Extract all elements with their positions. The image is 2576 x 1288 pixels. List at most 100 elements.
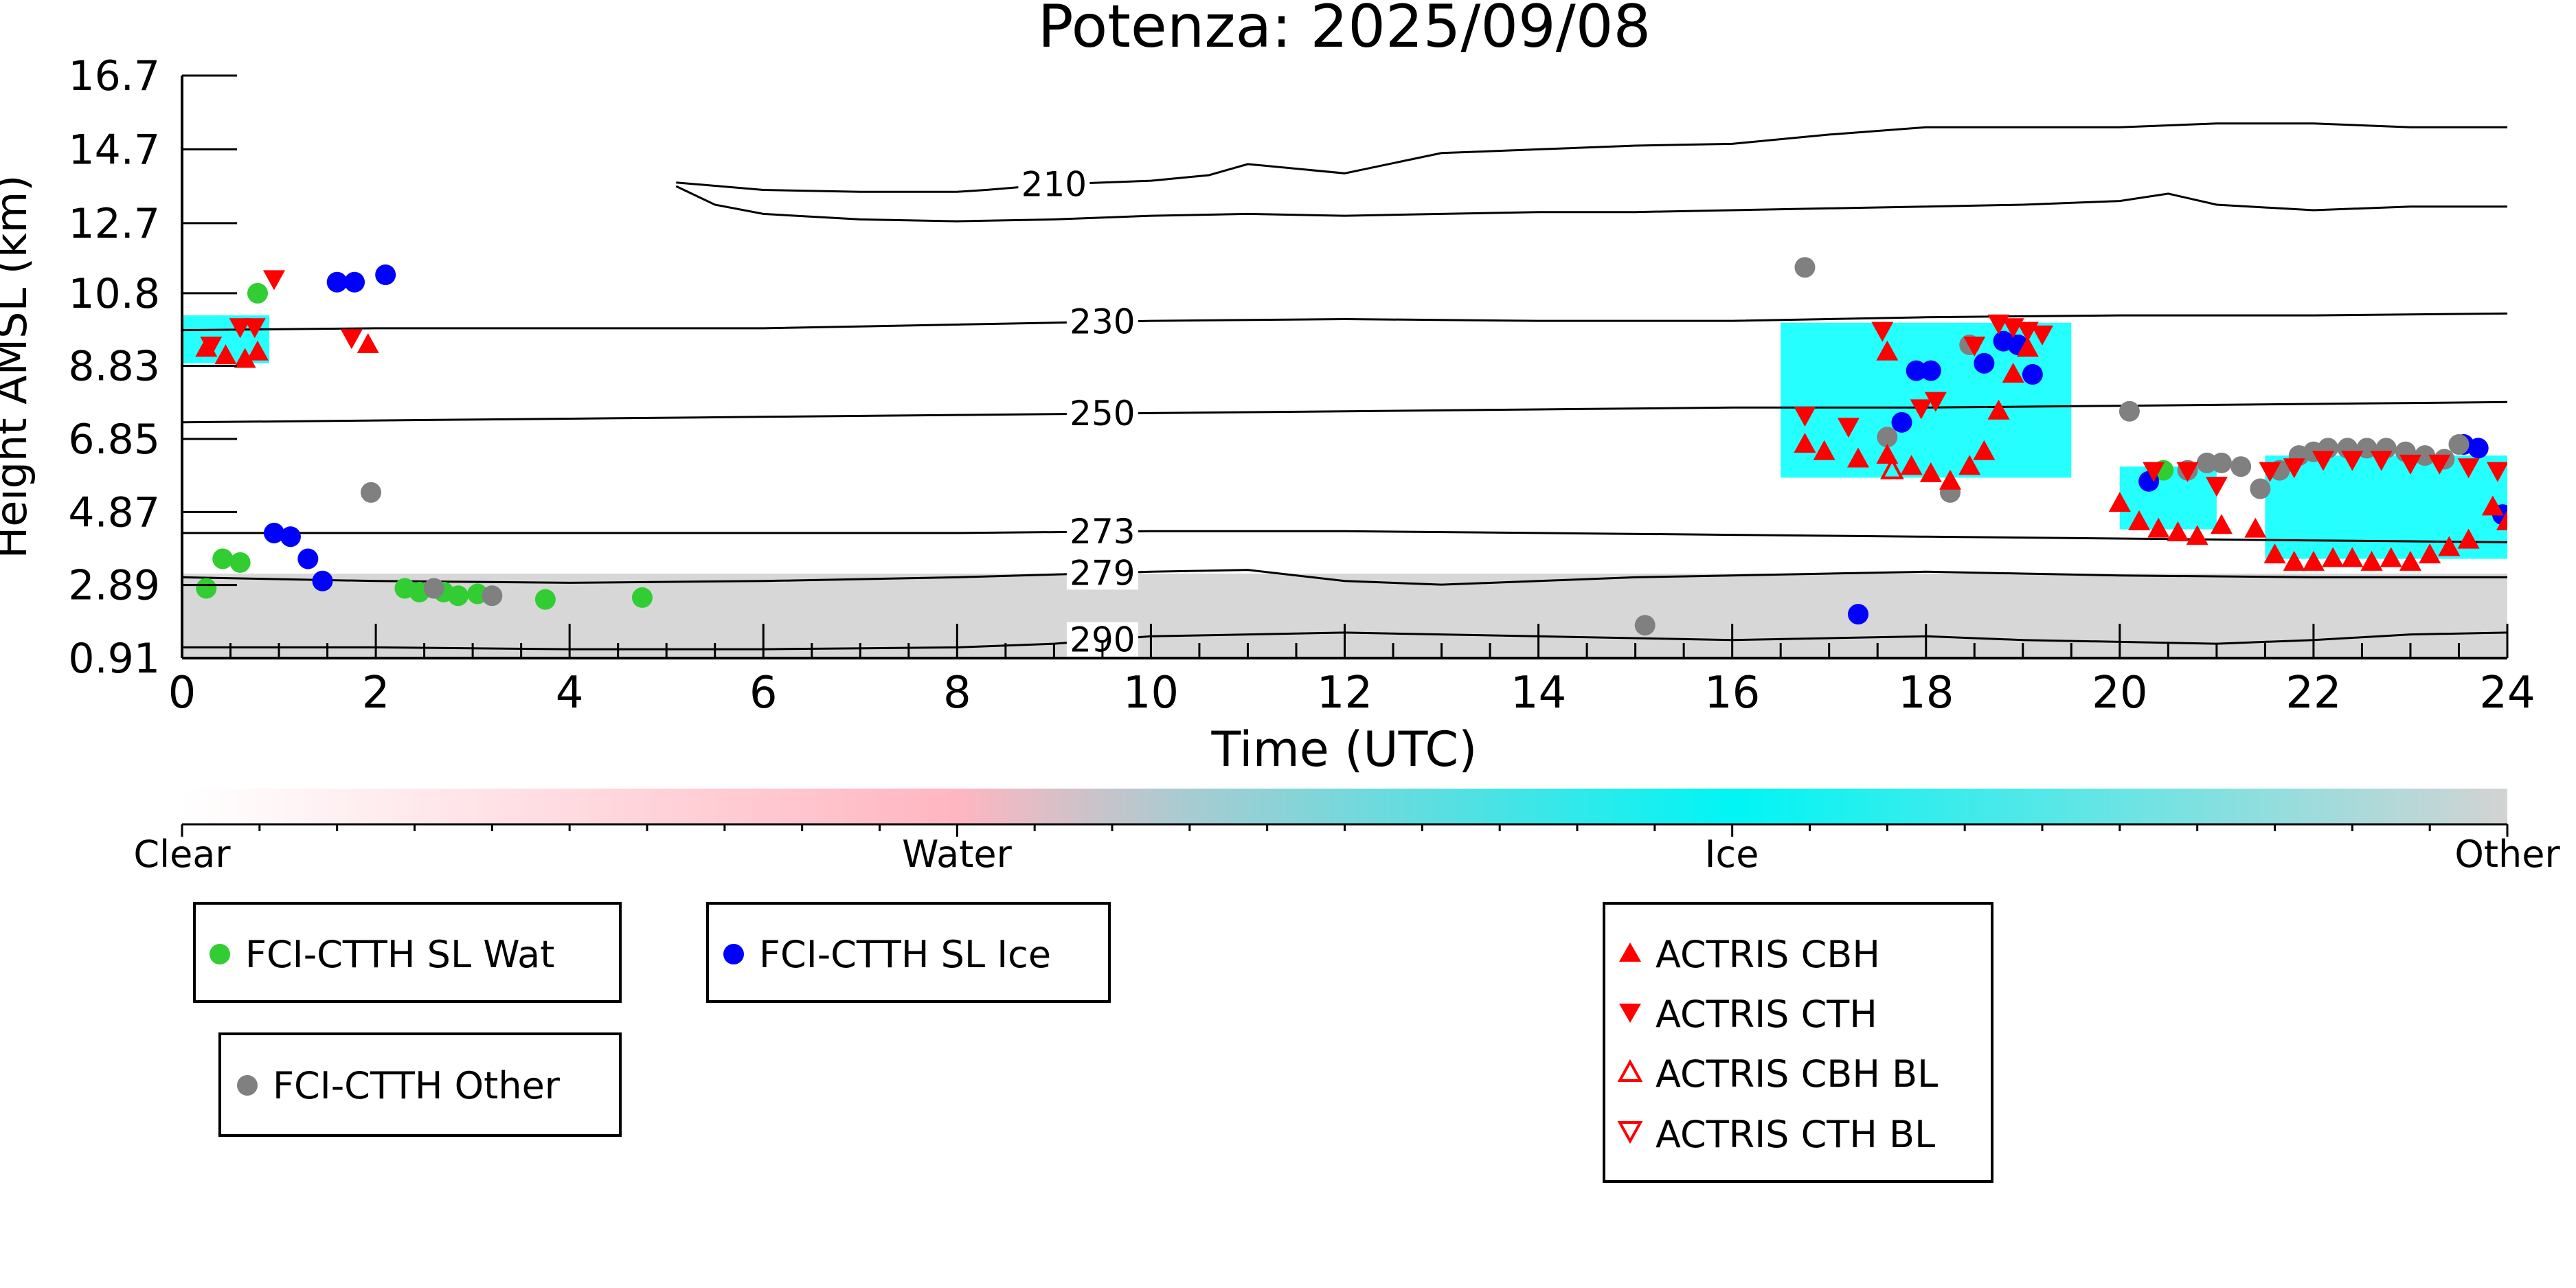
actris-cth-point-3 [262, 270, 285, 291]
actris-cth-point-2 [243, 318, 266, 339]
isotherm-label-210: 210 [1021, 164, 1087, 204]
fci-ctth-sl-ice-point-7 [1848, 604, 1869, 625]
actris-cth-point-24 [2428, 454, 2451, 475]
y-axis-label: Height AMSL (km) [0, 175, 36, 559]
actris-cth-point-6 [1837, 418, 1860, 438]
actris-cbh-point-37 [2496, 510, 2507, 530]
y-tick-label-16.7: 16.7 [68, 52, 160, 100]
actris-cbh-point-16 [2016, 337, 2039, 357]
legend-fci-sl-wat: FCI-CTTH SL Wat [193, 902, 622, 1003]
fci-ctth-sl-wat-point-10 [631, 587, 653, 608]
legend-actris: ACTRIS CBH ACTRIS CTH ACTRIS CBH BL ACTR… [1603, 902, 1993, 1183]
actris-cth-point-21 [2341, 451, 2364, 471]
y-tick-label-14.7: 14.7 [68, 126, 160, 174]
fci-ctth-sl-ice-point-1 [280, 526, 301, 547]
fci-ctth-other-point-12 [2230, 456, 2252, 477]
actris-cth-point-15 [2143, 462, 2165, 482]
actris-cth-point-19 [2283, 458, 2305, 479]
colorbar-label-water: Water [902, 833, 1012, 876]
fci-ctth-sl-ice-point-3 [312, 570, 333, 591]
actris-cbh-point-31 [2380, 547, 2402, 567]
actris-cbh-point-34 [2438, 536, 2461, 556]
y-tick-label-2.89: 2.89 [68, 562, 160, 610]
actris-cth-point-9 [1924, 392, 1947, 412]
actris-cth-point-17 [2205, 477, 2228, 497]
fci-ctth-sl-wat-point-2 [229, 552, 251, 573]
isotherm-label-250: 250 [1070, 394, 1135, 433]
x-tick-label-18: 18 [1898, 668, 1954, 719]
actris-cth-point-20 [2312, 451, 2335, 471]
actris-cbh-bl-point-0 [1880, 457, 1904, 479]
fci-ctth-other-point-3 [1634, 615, 1656, 636]
fci-ctth-other-point-22 [2415, 445, 2436, 466]
actris-cth-point-22 [2370, 451, 2393, 471]
legend-label-other: FCI-CTTH Other [273, 1064, 561, 1107]
isotherm-line-1 [675, 185, 2507, 223]
actris-cbh-point-13 [1973, 440, 1996, 460]
actris-cbh-point-11 [1939, 469, 1962, 490]
fci-ctth-sl-wat-point-7 [447, 585, 468, 607]
actris-cth-point-25 [2457, 458, 2480, 479]
actris-cbh-point-35 [2457, 528, 2480, 549]
x-tick-label-12: 12 [1317, 668, 1372, 719]
actris-cbh-point-28 [2322, 547, 2345, 567]
legend-marker-ice [723, 944, 744, 964]
actris-cth-point-7 [1871, 321, 1894, 342]
colorbar-label-other: Other [2454, 833, 2560, 876]
legend-marker-cth-bl [1617, 1121, 1643, 1144]
fci-ctth-sl-ice-point-14 [2022, 364, 2043, 385]
actris-cbh-point-9 [1900, 455, 1923, 475]
actris-cbh-point-20 [2147, 517, 2170, 538]
x-tick-label-24: 24 [2479, 668, 2535, 719]
fci-ctth-sl-wat-point-0 [196, 578, 217, 599]
actris-cbh-point-17 [1876, 340, 1899, 361]
fci-ctth-sl-ice-point-11 [1974, 352, 1995, 374]
actris-cth-point-1 [229, 318, 251, 339]
actris-cth-point-14 [2031, 325, 2053, 346]
actris-cbh-point-2 [234, 348, 256, 368]
actris-cbh-point-10 [1919, 462, 1942, 483]
fci-ctth-sl-ice-point-10 [1920, 360, 1941, 381]
colorbar: Clear Water Ice Other [133, 789, 2560, 876]
actris-cbh-point-36 [2481, 495, 2504, 516]
fci-ctth-other-point-11 [2211, 452, 2232, 473]
fci-ctth-other-point-4 [1794, 257, 1816, 278]
fci-ctth-sl-wat-point-9 [534, 589, 556, 610]
legend-box [193, 902, 622, 1003]
fci-ctth-sl-wat-point-3 [247, 282, 269, 304]
x-tick-label-0: 0 [168, 668, 196, 719]
actris-cbh-point-25 [2263, 543, 2286, 564]
legend-marker-other [237, 1075, 258, 1096]
actris-cbh-point-19 [2128, 510, 2151, 530]
isotherm-label-bg-4 [1066, 513, 1138, 548]
x-axis-label: Time (UTC) [1211, 721, 1478, 778]
fci-ctth-sl-wat-point-1 [212, 548, 234, 569]
fci-ctth-sl-ice-point-2 [297, 548, 319, 569]
legend-label-cbh: ACTRIS CBH [1656, 933, 1880, 976]
legend-marker-cbh-bl [1617, 1059, 1643, 1082]
y-tick-label-12.7: 12.7 [68, 200, 160, 248]
actris-cbh-point-26 [2283, 550, 2305, 571]
actris-cth-point-18 [2259, 462, 2281, 482]
actris-cbh-point-1 [214, 344, 237, 365]
fci-ctth-sl-ice-point-8 [1891, 411, 1912, 433]
fci-ctth-other-point-10 [2196, 452, 2217, 473]
y-tick-label-8.83: 8.83 [68, 343, 160, 391]
legend-label-cbh-bl: ACTRIS CBH BL [1656, 1052, 1938, 1096]
actris-cbh-point-23 [2210, 514, 2233, 534]
actris-cth-point-26 [2486, 462, 2507, 482]
actris-cbh-point-18 [2108, 491, 2131, 512]
isotherm-label-230: 230 [1070, 302, 1135, 341]
fci-ctth-sl-ice-point-5 [344, 271, 365, 293]
y-tick-label-0.91: 0.91 [68, 635, 160, 683]
actris-cbh-point-24 [2244, 517, 2267, 538]
actris-cbh-point-14 [1987, 399, 2010, 420]
axes: 0 2 4 6 8 10 12 14 16 18 20 22 24 0.912.894.876.858.… [68, 52, 2535, 719]
actris-cth-point-0 [200, 337, 223, 357]
legend-box [1603, 902, 1993, 1183]
x-tick-label-22: 22 [2285, 668, 2341, 719]
isotherm-line-3 [182, 400, 2507, 424]
actris-cth-point-5 [1794, 407, 1816, 427]
x-tick-label-2: 2 [362, 668, 390, 719]
fci-ctth-other-point-8 [2119, 400, 2140, 422]
